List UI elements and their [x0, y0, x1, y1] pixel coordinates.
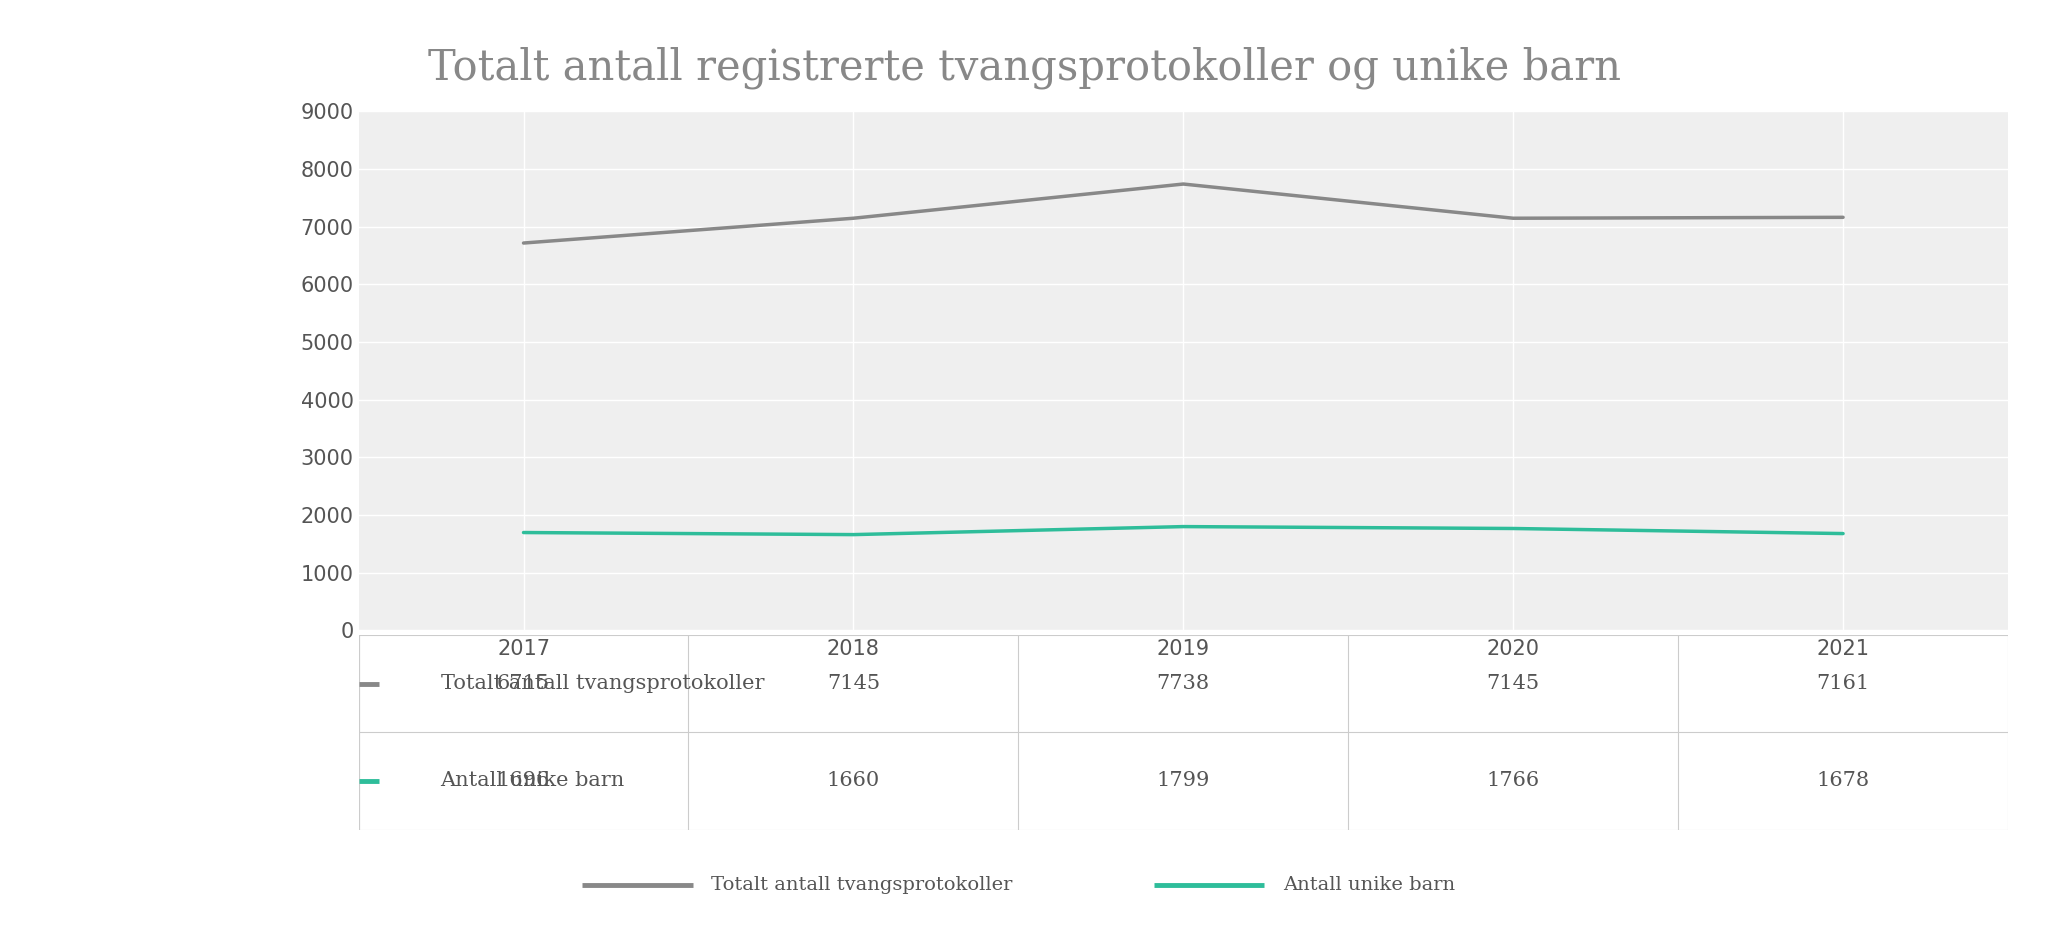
Text: Totalt antall tvangsprotokoller: Totalt antall tvangsprotokoller — [441, 674, 764, 693]
Text: 1799: 1799 — [1156, 771, 1211, 791]
Text: 1696: 1696 — [498, 771, 549, 791]
Text: 7145: 7145 — [828, 674, 879, 693]
Text: 1766: 1766 — [1488, 771, 1539, 791]
Text: 6715: 6715 — [498, 674, 549, 693]
Text: 1660: 1660 — [828, 771, 879, 791]
Text: 7738: 7738 — [1158, 674, 1209, 693]
Text: 7145: 7145 — [1488, 674, 1539, 693]
Text: 1678: 1678 — [1817, 771, 1869, 791]
Text: Antall unike barn: Antall unike barn — [1283, 876, 1455, 895]
Text: Totalt antall registrerte tvangsprotokoller og unike barn: Totalt antall registrerte tvangsprotokol… — [428, 46, 1621, 89]
Text: 7161: 7161 — [1817, 674, 1869, 693]
Text: Totalt antall tvangsprotokoller: Totalt antall tvangsprotokoller — [711, 876, 1012, 895]
Text: Antall unike barn: Antall unike barn — [441, 771, 625, 791]
